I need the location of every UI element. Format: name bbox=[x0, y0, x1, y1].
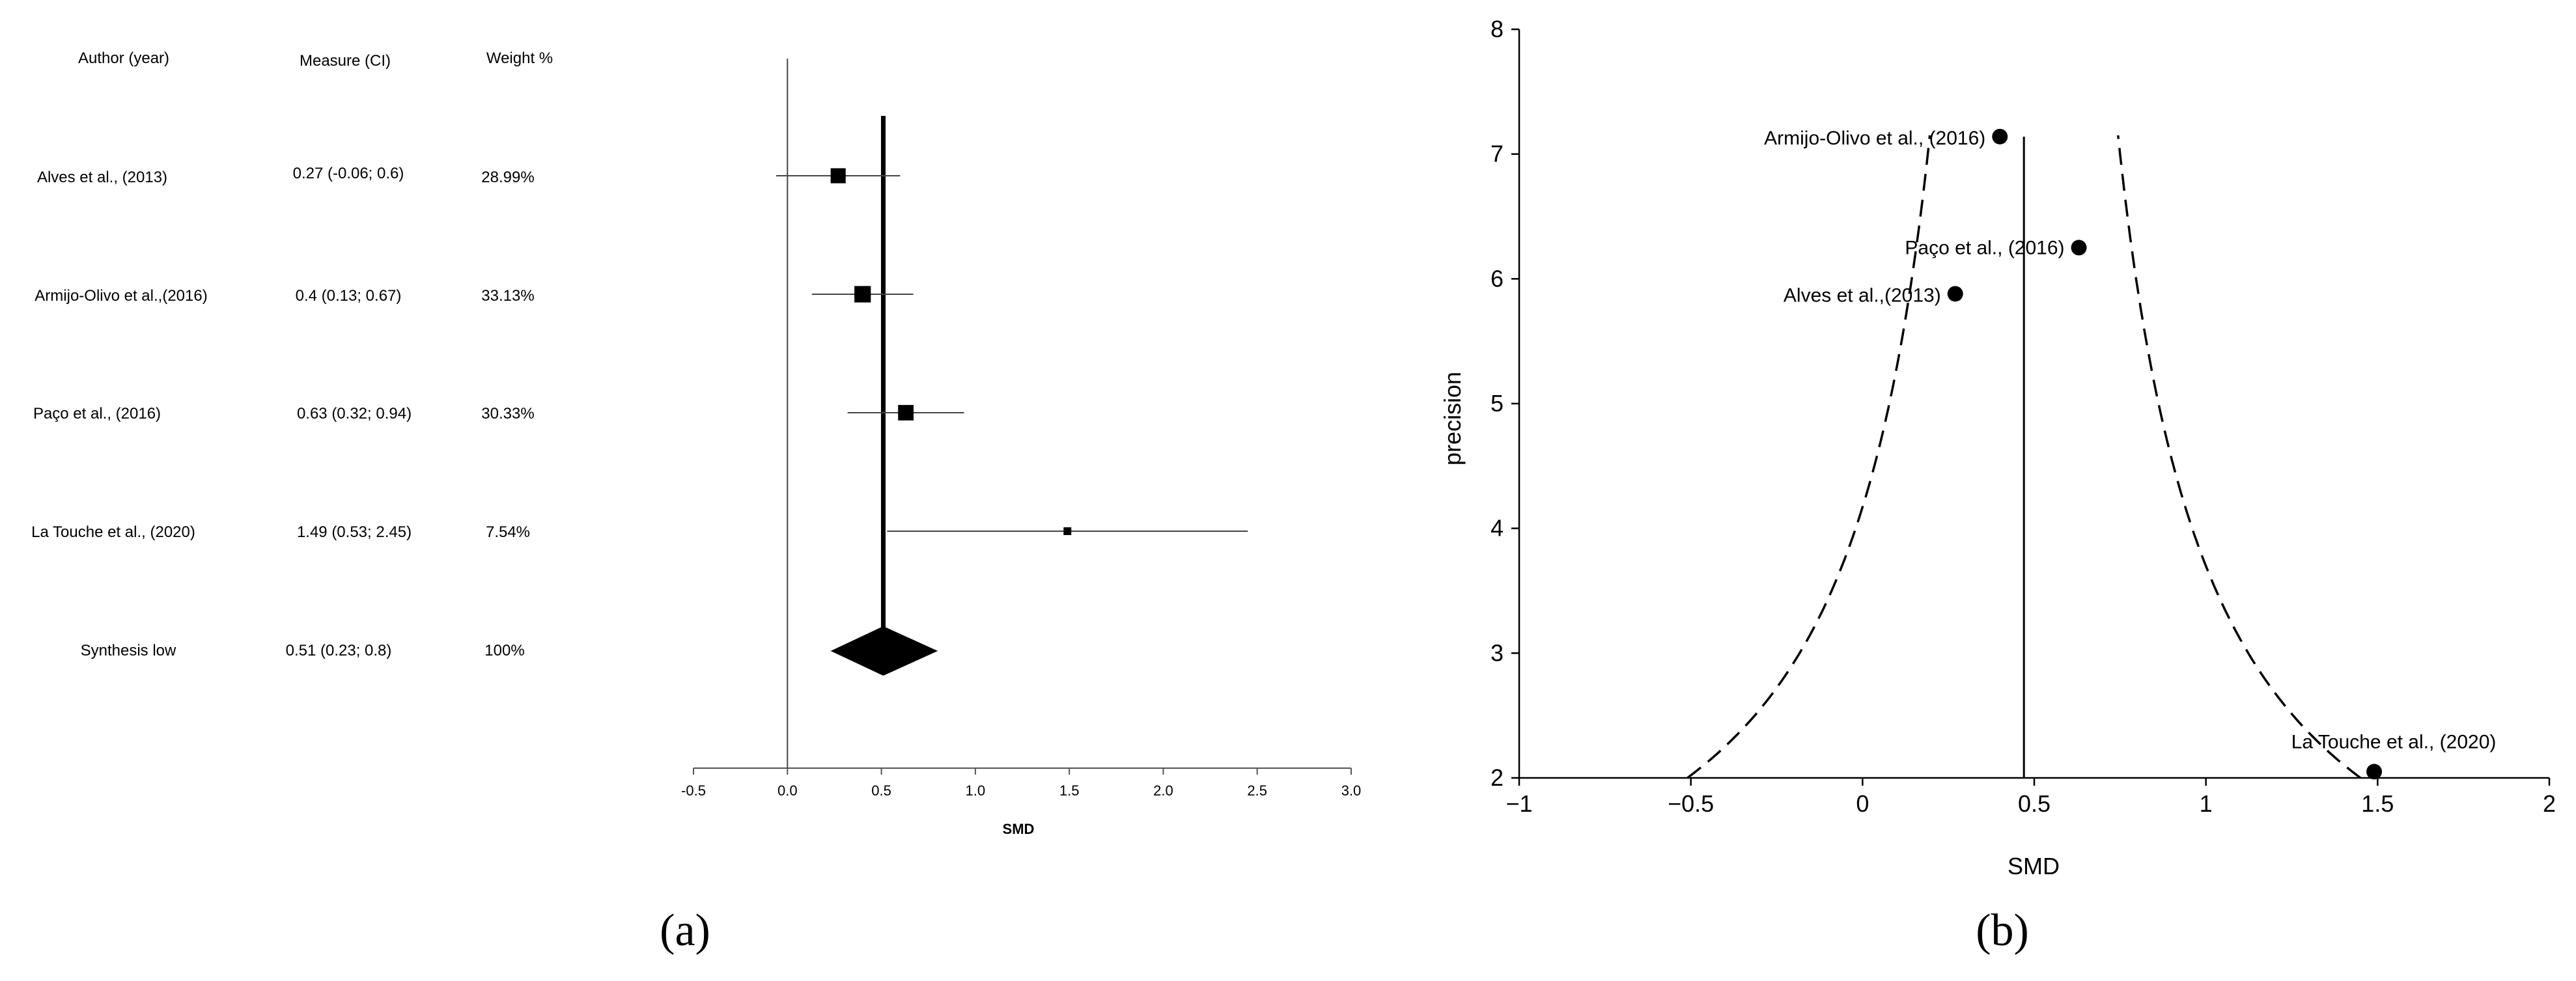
funnel-y-tick-label: 3 bbox=[1491, 639, 1504, 666]
funnel-study-label: Armijo-Olivo et al., (2016) bbox=[1764, 128, 1985, 149]
row-measure-label: 1.49 (0.53; 2.45) bbox=[297, 523, 412, 541]
funnel-study-point bbox=[2071, 240, 2087, 256]
synthesis-study-label: Synthesis low bbox=[81, 642, 176, 659]
funnel-x-tick-label: 0 bbox=[1856, 790, 1869, 817]
panel-label-a: (a) bbox=[660, 905, 710, 956]
col-header-measure: Measure (CI) bbox=[300, 52, 391, 70]
forest-x-tick-label: 1.5 bbox=[1059, 782, 1080, 799]
funnel-x-tick-label: 1.5 bbox=[2361, 790, 2394, 817]
forest-x-tick-label: 0.0 bbox=[777, 782, 798, 799]
row-study-label: Alves et al., (2013) bbox=[37, 169, 167, 186]
funnel-study-point bbox=[2366, 764, 2383, 780]
row-study-label: Paço et al., (2016) bbox=[33, 405, 161, 422]
funnel-right-boundary bbox=[2116, 135, 2362, 779]
forest-x-tick-label: 1.0 bbox=[966, 782, 986, 799]
forest-x-tick-label: -0.5 bbox=[681, 782, 706, 799]
row-study-label: Armijo-Olivo et al.,(2016) bbox=[35, 287, 207, 305]
funnel-study-label: Alves et al.,(2013) bbox=[1784, 284, 1941, 306]
forest-effect-marker bbox=[854, 286, 871, 303]
funnel-y-tick-label: 8 bbox=[1491, 16, 1504, 42]
row-study-label: La Touche et al., (2020) bbox=[31, 523, 195, 541]
panel-label-b: (b) bbox=[1976, 905, 2029, 956]
row-measure-label: 0.63 (0.32; 0.94) bbox=[297, 405, 412, 422]
funnel-y-tick-label: 4 bbox=[1491, 515, 1504, 542]
col-header-weight: Weight % bbox=[486, 49, 553, 67]
funnel-y-tick-label: 6 bbox=[1491, 265, 1504, 292]
forest-x-axis-title: SMD bbox=[1003, 821, 1035, 837]
funnel-x-tick-label: −0.5 bbox=[1668, 790, 1714, 817]
row-weight-label: 30.33% bbox=[481, 405, 534, 422]
funnel-study-point bbox=[1947, 286, 1963, 302]
forest-synthesis-diamond bbox=[830, 626, 938, 676]
synthesis-measure-label: 0.51 (0.23; 0.8) bbox=[286, 642, 392, 659]
funnel-y-tick-label: 2 bbox=[1491, 764, 1504, 791]
forest-plot: -0.5 0.0 0.5 1.0 1.5 2.0 2.5 3.0 bbox=[681, 59, 1361, 799]
funnel-y-tick-label: 5 bbox=[1491, 390, 1504, 417]
row-measure-label: 0.4 (0.13; 0.67) bbox=[296, 287, 402, 305]
funnel-y-axis-title: precision bbox=[1439, 372, 1466, 465]
funnel-x-tick-label: −1 bbox=[1505, 790, 1532, 817]
funnel-study-point bbox=[1992, 128, 2008, 145]
row-measure-label: 0.27 (-0.06; 0.6) bbox=[293, 165, 404, 182]
forest-effect-marker bbox=[830, 168, 846, 184]
forest-effect-marker bbox=[1063, 527, 1072, 535]
funnel-y-tick-label: 7 bbox=[1491, 141, 1504, 167]
forest-x-tick-label: 0.5 bbox=[871, 782, 891, 799]
row-weight-label: 7.54% bbox=[486, 523, 530, 541]
row-weight-label: 28.99% bbox=[481, 169, 534, 186]
row-weight-label: 33.13% bbox=[481, 287, 534, 305]
forest-table: Author (year) Measure (CI) Weight % Alve… bbox=[31, 49, 553, 659]
forest-effect-marker bbox=[898, 405, 914, 421]
forest-x-tick-label: 3.0 bbox=[1341, 782, 1362, 799]
funnel-x-tick-label: 0.5 bbox=[2018, 790, 2051, 817]
col-header-author: Author (year) bbox=[78, 49, 169, 67]
funnel-left-boundary bbox=[1687, 135, 1931, 779]
forest-x-tick-label: 2.5 bbox=[1247, 782, 1267, 799]
forest-x-tick-label: 2.0 bbox=[1153, 782, 1173, 799]
funnel-x-tick-label: 1 bbox=[2200, 790, 2213, 817]
funnel-x-axis-title: SMD bbox=[2008, 853, 2060, 879]
funnel-study-label: La Touche et al., (2020) bbox=[2291, 731, 2497, 753]
funnel-plot: −1 −0.5 0 0.5 1 1.5 2 2 3 4 5 6 7 8 Armijo-Olivo et al… bbox=[1491, 16, 2556, 817]
synthesis-weight-label: 100% bbox=[484, 642, 524, 659]
funnel-x-tick-label: 2 bbox=[2543, 790, 2556, 817]
funnel-study-label: Paço et al., (2016) bbox=[1905, 237, 2064, 258]
